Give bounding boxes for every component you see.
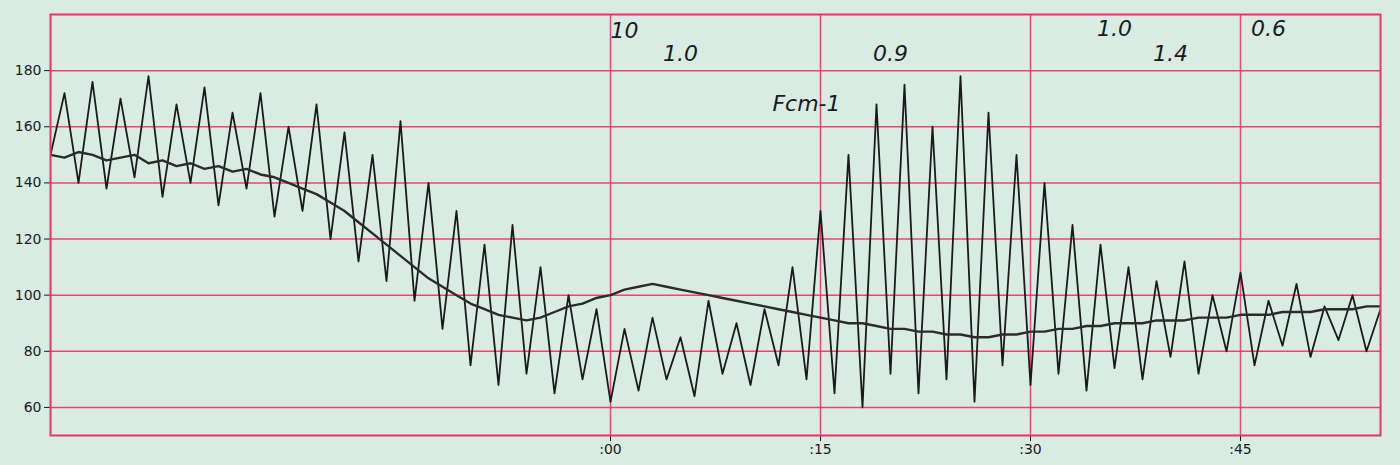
svg-text:80: 80 [24,343,42,359]
svg-text::30: :30 [1019,441,1042,457]
svg-text::45: :45 [1229,441,1252,457]
svg-text::15: :15 [809,441,832,457]
svg-text:Fcm-1: Fcm-1 [772,91,840,116]
svg-text:180: 180 [15,62,42,78]
svg-text:120: 120 [15,231,42,247]
svg-text:1.0: 1.0 [663,41,698,66]
svg-text:0.9: 0.9 [873,41,908,66]
svg-text:10: 10 [611,18,639,43]
svg-text:100: 100 [15,287,42,303]
svg-text:60: 60 [24,399,42,415]
svg-text:1.0: 1.0 [1097,16,1132,41]
svg-text::00: :00 [599,441,622,457]
svg-text:160: 160 [15,118,42,134]
svg-text:0.6: 0.6 [1251,16,1286,41]
svg-text:1.4: 1.4 [1153,41,1188,66]
svg-text:140: 140 [15,174,42,190]
